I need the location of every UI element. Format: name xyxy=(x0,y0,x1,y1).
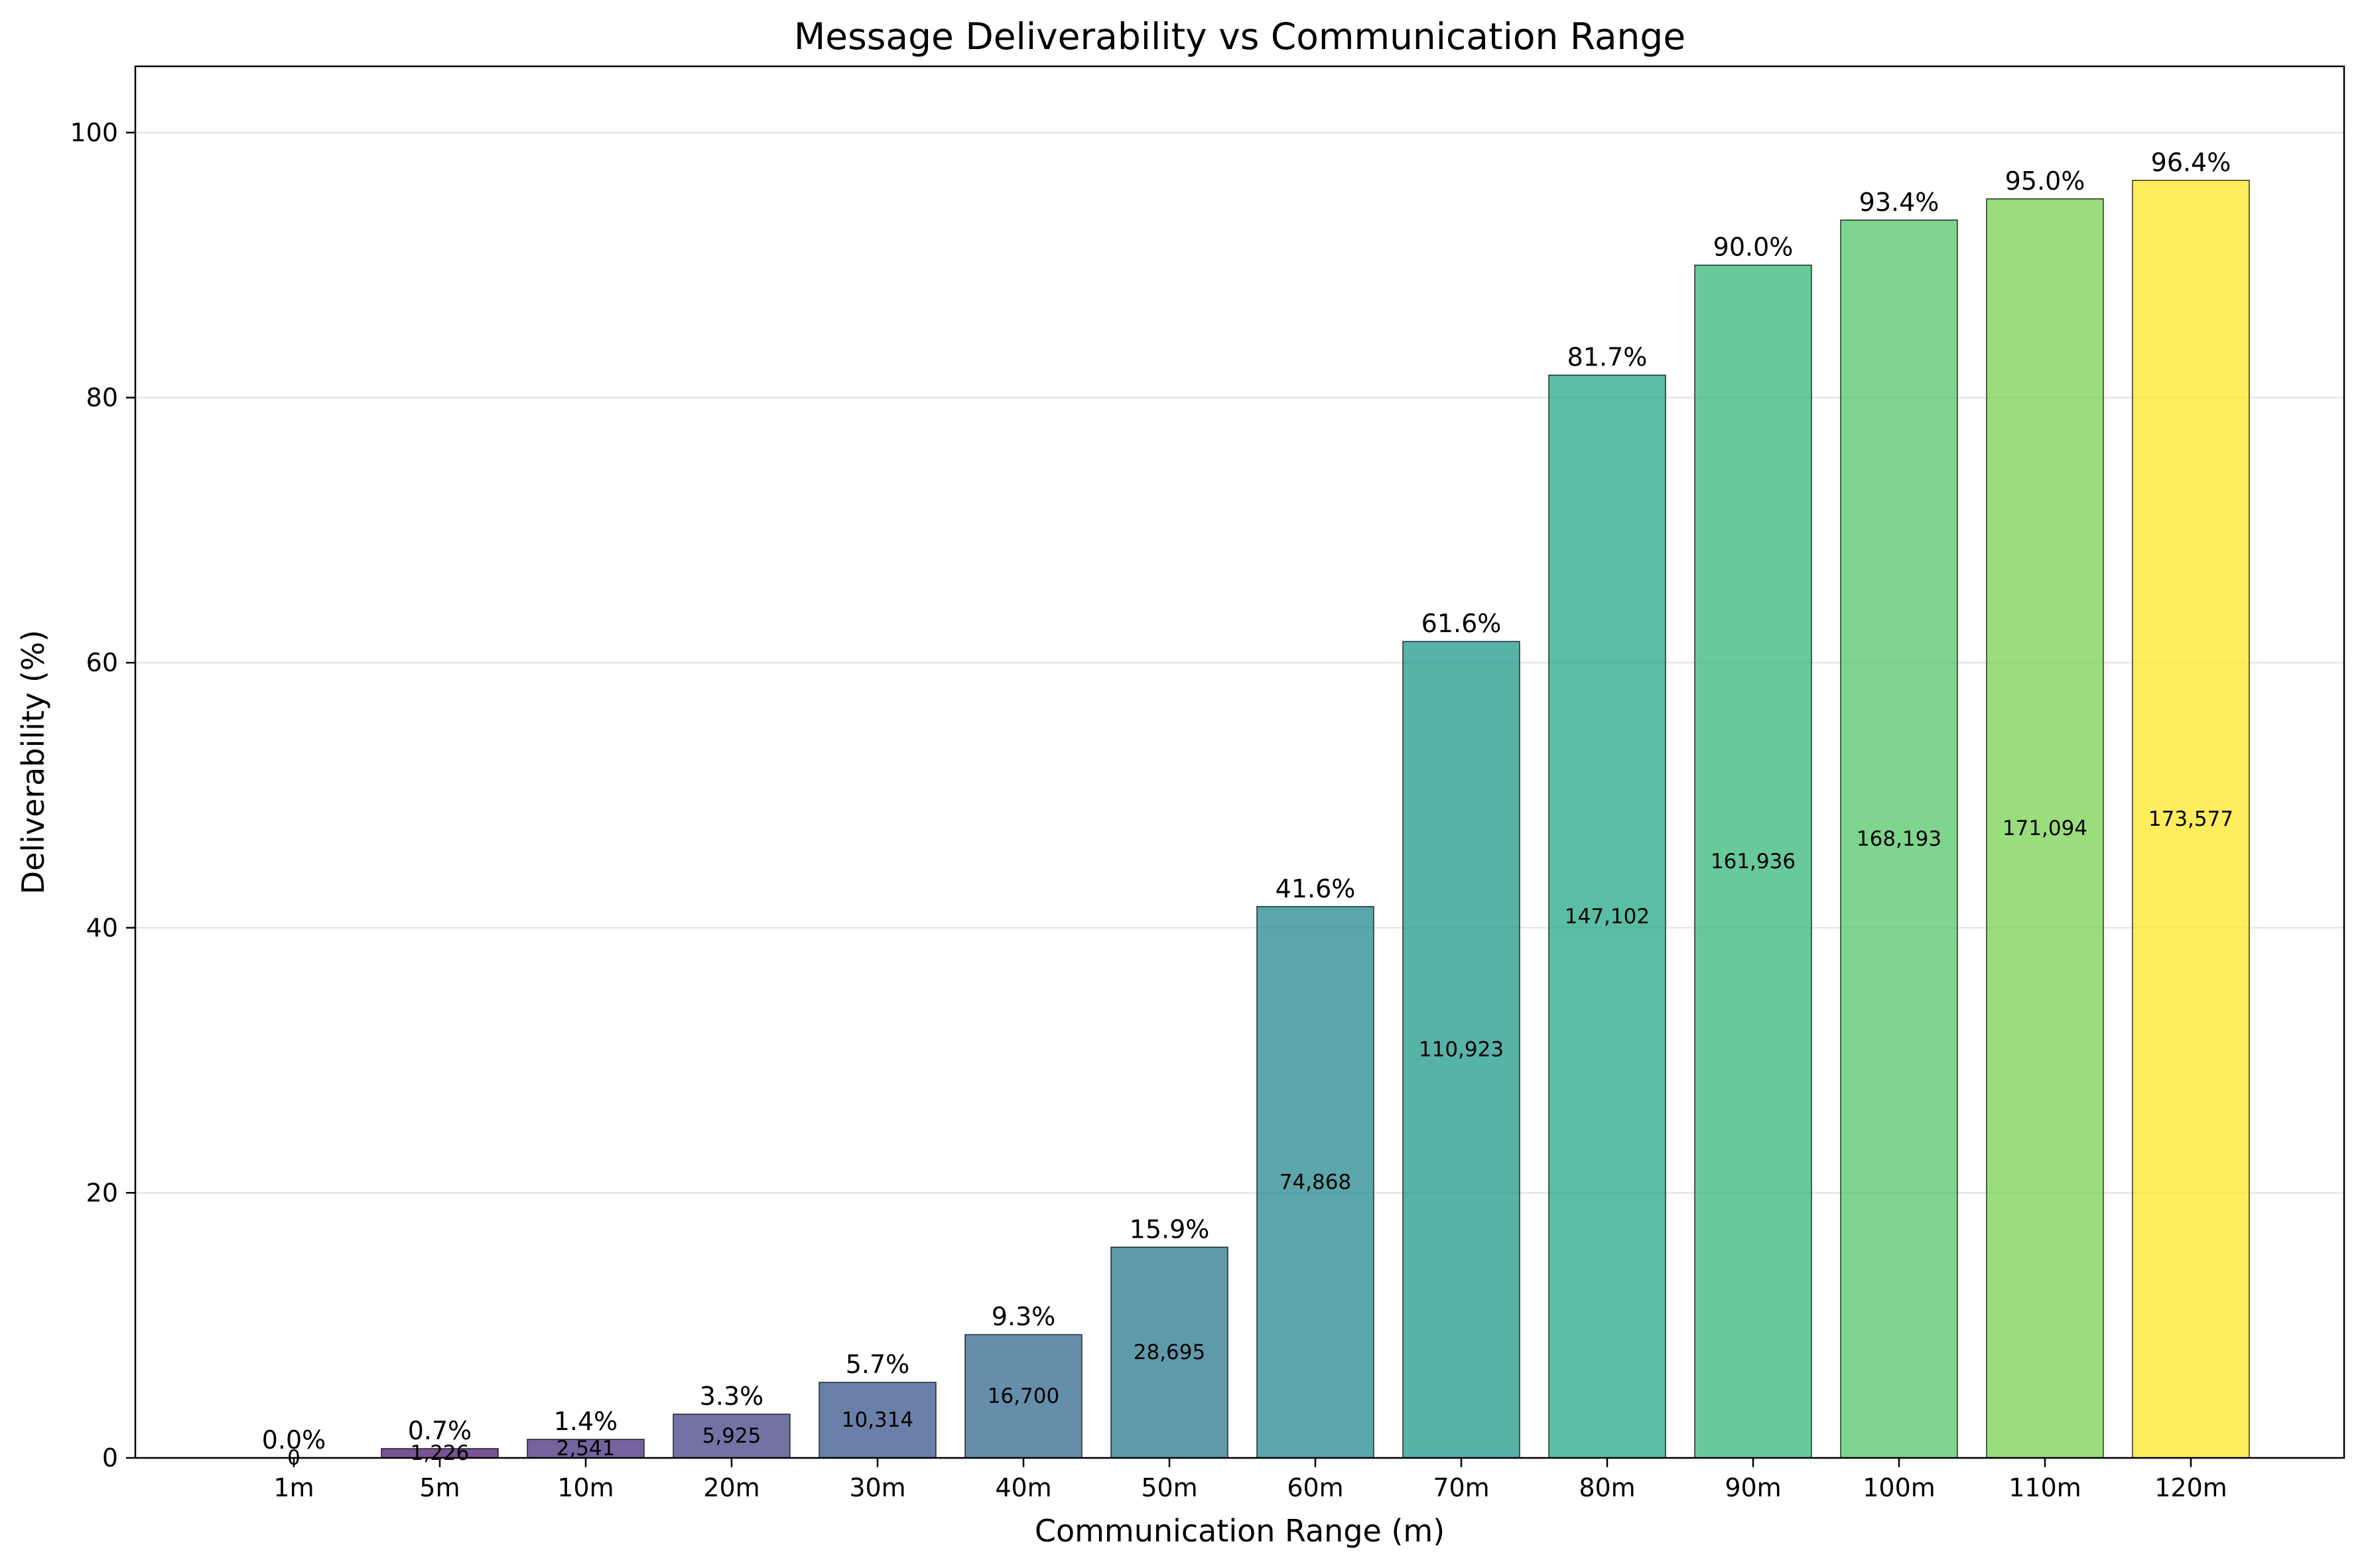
bar-count-label: 2,541 xyxy=(557,1437,616,1461)
bar-count-label: 168,193 xyxy=(1857,827,1941,851)
x-axis-label: Communication Range (m) xyxy=(1035,1513,1445,1549)
bar-value-label: 15.9% xyxy=(1130,1214,1210,1244)
x-tick-label: 1m xyxy=(273,1473,314,1502)
bar-100m xyxy=(1840,220,1958,1459)
y-tick-label: 20 xyxy=(86,1178,118,1207)
x-tick-label: 20m xyxy=(703,1473,759,1502)
bar-value-label: 1.4% xyxy=(554,1407,618,1436)
bar-count-label: 74,868 xyxy=(1280,1170,1351,1194)
x-tick-label: 5m xyxy=(419,1473,460,1502)
bar-value-label: 5.7% xyxy=(846,1350,910,1379)
bar-60m xyxy=(1256,906,1374,1459)
bar-value-label: 95.0% xyxy=(2005,166,2085,196)
x-axis-ticks: 1m 5m 10m 20m 30m 40m 50m 60m 70m 80m 90m 100m 110m 1… xyxy=(273,1458,2227,1502)
bar-count-label: 110,923 xyxy=(1419,1038,1504,1062)
bar-count-label: 171,094 xyxy=(2003,817,2087,840)
bar-120m xyxy=(2132,180,2250,1459)
x-tick-label: 110m xyxy=(2008,1473,2081,1502)
y-tick-label: 0 xyxy=(102,1443,118,1472)
bar-90m xyxy=(1694,264,1812,1459)
bar-value-label: 9.3% xyxy=(992,1302,1056,1331)
bar-10m xyxy=(527,1439,645,1459)
y-axis-label: Deliverability (%) xyxy=(15,630,51,895)
x-tick-label: 90m xyxy=(1725,1473,1781,1502)
bar-count-label: 147,102 xyxy=(1565,905,1650,929)
y-tick-label: 100 xyxy=(70,118,118,147)
bar-30m xyxy=(819,1382,937,1459)
x-tick-label: 80m xyxy=(1579,1473,1635,1502)
bar-count-label: 28,695 xyxy=(1134,1340,1205,1364)
bar-50m xyxy=(1110,1246,1228,1459)
bar-value-label: 0.0% xyxy=(262,1425,326,1455)
x-tick-label: 60m xyxy=(1287,1473,1343,1502)
bar-value-label: 90.0% xyxy=(1713,233,1794,262)
bar-count-label: 16,700 xyxy=(988,1384,1059,1408)
x-tick-label: 100m xyxy=(1863,1473,1936,1502)
x-tick-label: 40m xyxy=(995,1473,1051,1502)
bar-value-label: 81.7% xyxy=(1567,343,1648,372)
x-tick-label: 10m xyxy=(557,1473,614,1502)
x-tick-label: 30m xyxy=(849,1473,905,1502)
bar-count-label: 161,936 xyxy=(1711,850,1796,874)
bar-20m xyxy=(673,1413,791,1459)
bar-value-label: 0.7% xyxy=(408,1416,472,1445)
y-tick-label: 60 xyxy=(86,648,118,677)
plot-frame xyxy=(134,65,2345,1459)
bar-70m xyxy=(1402,641,1520,1459)
bar-value-label: 3.3% xyxy=(700,1382,764,1411)
y-axis-ticks: 0 20 40 60 80 100 xyxy=(70,118,135,1472)
y-tick-label: 40 xyxy=(86,913,118,943)
bar-80m xyxy=(1548,374,1666,1459)
x-tick-label: 70m xyxy=(1433,1473,1489,1502)
x-tick-label: 120m xyxy=(2154,1473,2227,1502)
bar-value-label: 96.4% xyxy=(2151,148,2231,177)
y-tick-label: 80 xyxy=(86,383,118,413)
chart-title: Message Deliverability vs Communication … xyxy=(794,15,1685,58)
bar-value-label: 61.6% xyxy=(1421,609,1502,638)
bars: 0.0%00.7%1,2261.4%2,5413.3%5,9255.7%10,3… xyxy=(262,148,2250,1470)
bar-count-label: 5,925 xyxy=(702,1424,761,1448)
bar-value-label: 41.6% xyxy=(1276,874,1356,903)
x-tick-label: 50m xyxy=(1141,1473,1197,1502)
bar-count-label: 173,577 xyxy=(2148,807,2233,831)
bar-40m xyxy=(964,1334,1083,1459)
bar-110m xyxy=(1986,198,2104,1459)
bar-count-label: 10,314 xyxy=(842,1408,913,1432)
bar-value-label: 93.4% xyxy=(1859,188,1939,217)
